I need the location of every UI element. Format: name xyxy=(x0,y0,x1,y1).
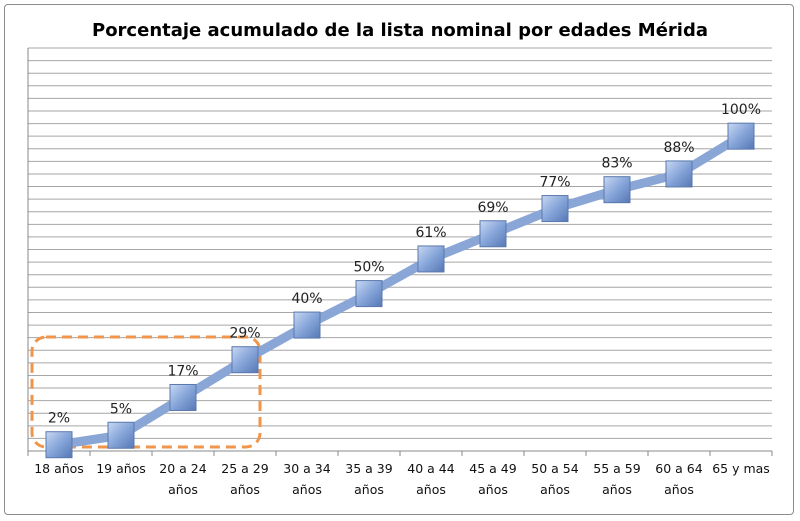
data-label: 50% xyxy=(353,260,384,276)
x-tick-label: 45 a 49 xyxy=(469,461,516,476)
data-label: 40% xyxy=(291,291,322,307)
chart-frame xyxy=(4,4,794,515)
x-tick-label: años xyxy=(602,482,632,497)
series-line xyxy=(58,132,744,450)
data-label: 17% xyxy=(167,363,198,379)
data-point-marker xyxy=(603,176,631,204)
x-tick-label: años xyxy=(664,482,694,497)
data-label: 69% xyxy=(477,200,508,216)
data-point-marker xyxy=(479,220,507,248)
data-label: 100% xyxy=(721,102,761,118)
data-label: 61% xyxy=(415,225,446,241)
data-label: 88% xyxy=(663,140,694,156)
data-point-marker xyxy=(355,280,383,308)
highlight-box xyxy=(30,335,262,449)
data-point-marker xyxy=(727,122,755,150)
x-tick-label: 65 y mas xyxy=(712,461,770,476)
x-tick-label: 50 a 54 xyxy=(531,461,578,476)
chart-title: Porcentaje acumulado de la lista nominal… xyxy=(92,20,708,41)
x-tick-label: años xyxy=(230,482,260,497)
x-tick-label: años xyxy=(478,482,508,497)
x-tick-label: 55 a 59 xyxy=(593,461,640,476)
x-tick-label: 35 a 39 xyxy=(345,461,392,476)
data-label: 29% xyxy=(229,326,260,342)
x-tick-label: años xyxy=(416,482,446,497)
data-point-marker xyxy=(45,431,73,459)
x-tick-label: 30 a 34 xyxy=(283,461,330,476)
x-tick-label: 25 a 29 xyxy=(221,461,268,476)
x-tick-label: años xyxy=(292,482,322,497)
data-label: 5% xyxy=(110,401,132,417)
data-point-marker xyxy=(293,311,321,339)
data-label: 2% xyxy=(48,411,70,427)
x-tick-label: 19 años xyxy=(96,461,146,476)
x-tick-label: 20 a 24 xyxy=(159,461,206,476)
x-tick-label: 60 a 64 xyxy=(655,461,702,476)
data-label: 77% xyxy=(539,175,570,191)
x-tick-label: años xyxy=(540,482,570,497)
x-tick-label: años xyxy=(168,482,198,497)
x-tick-label: años xyxy=(354,482,384,497)
data-point-marker xyxy=(169,383,197,411)
x-tick-label: 18 años xyxy=(34,461,84,476)
data-point-marker xyxy=(107,421,135,449)
data-point-marker xyxy=(231,346,259,374)
data-point-marker xyxy=(541,195,569,223)
x-tick-label: 40 a 44 xyxy=(407,461,454,476)
data-point-marker xyxy=(417,245,445,273)
data-label: 83% xyxy=(601,156,632,172)
data-point-marker xyxy=(665,160,693,188)
